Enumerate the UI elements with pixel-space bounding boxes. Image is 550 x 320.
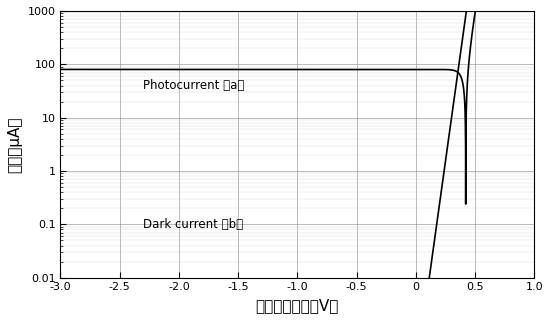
Text: Photocurrent （a）: Photocurrent （a）	[144, 79, 245, 92]
Y-axis label: 電流（μA）: 電流（μA）	[7, 116, 22, 172]
X-axis label: バイアス電圧（V）: バイアス電圧（V）	[256, 298, 339, 313]
Text: Dark current （b）: Dark current （b）	[144, 218, 244, 231]
